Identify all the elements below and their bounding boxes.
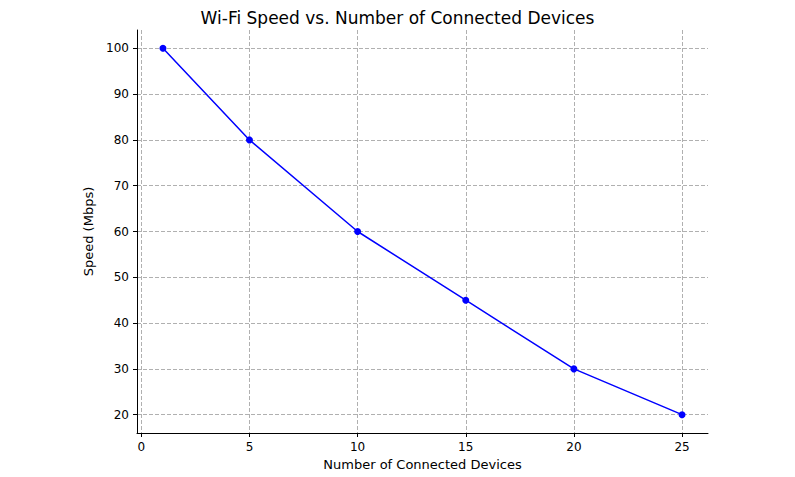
- svg-text:10: 10: [350, 440, 365, 454]
- svg-text:Speed (Mbps): Speed (Mbps): [81, 187, 96, 277]
- svg-text:100: 100: [106, 41, 129, 55]
- svg-text:40: 40: [114, 316, 129, 330]
- svg-text:50: 50: [114, 270, 129, 284]
- svg-text:5: 5: [246, 440, 254, 454]
- svg-text:30: 30: [114, 362, 129, 376]
- svg-text:20: 20: [114, 408, 129, 422]
- svg-text:25: 25: [674, 440, 689, 454]
- svg-text:80: 80: [114, 133, 129, 147]
- svg-text:90: 90: [114, 87, 129, 101]
- svg-text:70: 70: [114, 179, 129, 193]
- svg-text:60: 60: [114, 225, 129, 239]
- svg-text:0: 0: [138, 440, 146, 454]
- svg-text:20: 20: [566, 440, 581, 454]
- svg-text:15: 15: [458, 440, 473, 454]
- svg-text:Number of Connected Devices: Number of Connected Devices: [323, 457, 522, 472]
- svg-text:Wi-Fi Speed vs. Number of Conn: Wi-Fi Speed vs. Number of Connected Devi…: [201, 8, 595, 28]
